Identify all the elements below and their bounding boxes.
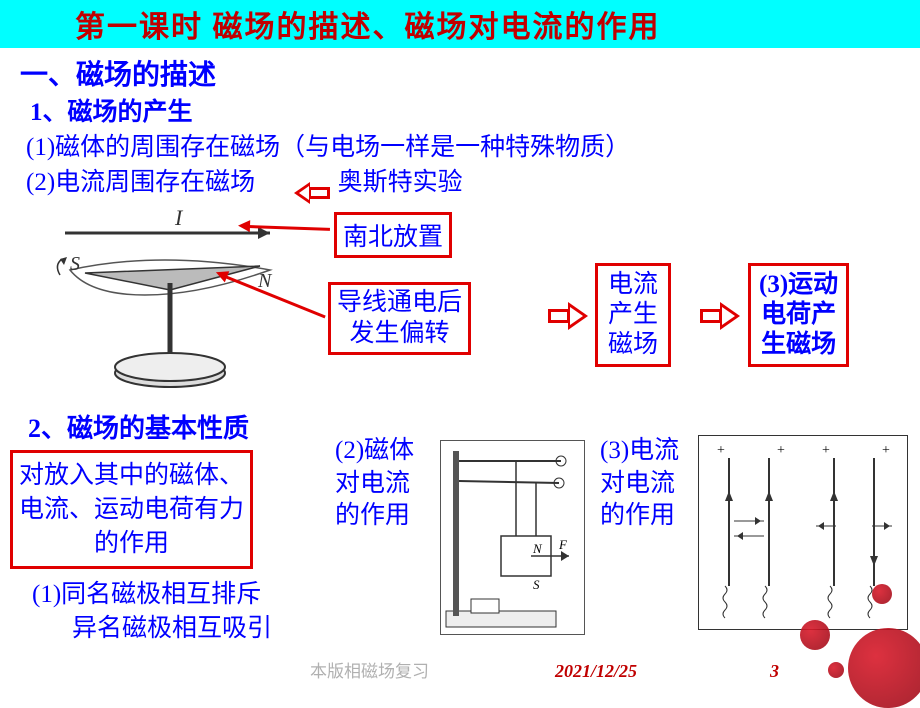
svg-text:+: + (822, 443, 830, 458)
box-moving-charge: (3)运动 电荷产 生磁场 (748, 263, 849, 367)
box-current-l2: 产生 (608, 300, 658, 330)
label3-l1: (3)电流 (600, 435, 679, 468)
oersted-diagram: I S N (30, 205, 295, 400)
box-north-south: 南北放置 (334, 212, 452, 258)
footnote-l2: 异名磁极相互吸引 (32, 612, 272, 646)
arrow-left-icon (298, 183, 328, 203)
decor-blob (872, 584, 892, 604)
label3-l3: 的作用 (600, 500, 679, 533)
box-current-l3: 磁场 (608, 330, 658, 360)
footer-date: 2021/12/25 (555, 661, 637, 682)
box-bp-l3: 的作用 (19, 527, 244, 561)
box-deflect-l2: 发生偏转 (337, 318, 462, 349)
label-S: S (70, 253, 80, 275)
svg-text:+: + (882, 443, 890, 458)
label-current-on-current: (3)电流 对电流 的作用 (600, 435, 679, 533)
footnote-l1: (1)同名磁极相互排斥 (32, 578, 272, 612)
label-magnet-on-current: (2)磁体 对电流 的作用 (335, 435, 414, 533)
box-basic-property: 对放入其中的磁体、 电流、运动电荷有力 的作用 (10, 450, 253, 569)
bullet-1: (1)磁体的周围存在磁场（与电场一样是一种特殊物质） (26, 130, 900, 165)
svg-text:+: + (717, 443, 725, 458)
decor-blob (848, 628, 920, 708)
decor-blob (828, 662, 844, 678)
box-current-field: 电流 产生 磁场 (595, 263, 671, 367)
footer-watermark: 本版相磁场复习 (310, 657, 429, 682)
label2-l3: 的作用 (335, 500, 414, 533)
svg-text:+: + (777, 443, 785, 458)
item1-heading: 1、磁场的产生 (30, 95, 900, 130)
page-title: 第一课时 磁场的描述、磁场对电流的作用 (0, 2, 661, 46)
svg-text:F: F (558, 537, 568, 552)
footnote-poles: (1)同名磁极相互排斥 异名磁极相互吸引 (32, 578, 272, 646)
arrow-right-icon (548, 303, 584, 329)
title-bar: 第一课时 磁场的描述、磁场对电流的作用 (0, 0, 920, 48)
section1-heading: 一、磁场的描述 (20, 56, 900, 95)
section2-heading: 2、磁场的基本性质 (28, 408, 249, 445)
box-moving-l1: (3)运动 (759, 270, 838, 300)
box-deflect-l1: 导线通电后 (337, 287, 462, 318)
box-bp-l1: 对放入其中的磁体、 (19, 459, 244, 493)
box-moving-l2: 电荷产 (759, 300, 838, 330)
box-moving-l3: 生磁场 (759, 330, 838, 360)
content-area: 一、磁场的描述 1、磁场的产生 (1)磁体的周围存在磁场（与电场一样是一种特殊物… (0, 48, 920, 200)
label2-l2: 对电流 (335, 468, 414, 501)
box-deflect: 导线通电后 发生偏转 (328, 282, 471, 355)
label3-l2: 对电流 (600, 468, 679, 501)
box-north-south-text: 南北放置 (343, 224, 443, 251)
bullet-2a: (2)电流周围存在磁场 (26, 169, 255, 196)
decor-blob (800, 620, 830, 650)
bullet-2b: 奥斯特实验 (338, 169, 463, 196)
label-I: I (174, 205, 184, 230)
box-bp-l2: 电流、运动电荷有力 (19, 493, 244, 527)
label2-l1: (2)磁体 (335, 435, 414, 468)
magnet-current-diagram: N S F (440, 440, 585, 635)
svg-text:S: S (533, 577, 540, 592)
svg-text:N: N (532, 541, 543, 556)
bullet-2-row: (2)电流周围存在磁场 奥斯特实验 (26, 165, 900, 200)
box-current-l1: 电流 (608, 270, 658, 300)
arrow-right-icon (700, 303, 736, 329)
footer-page-number: 3 (770, 661, 779, 682)
